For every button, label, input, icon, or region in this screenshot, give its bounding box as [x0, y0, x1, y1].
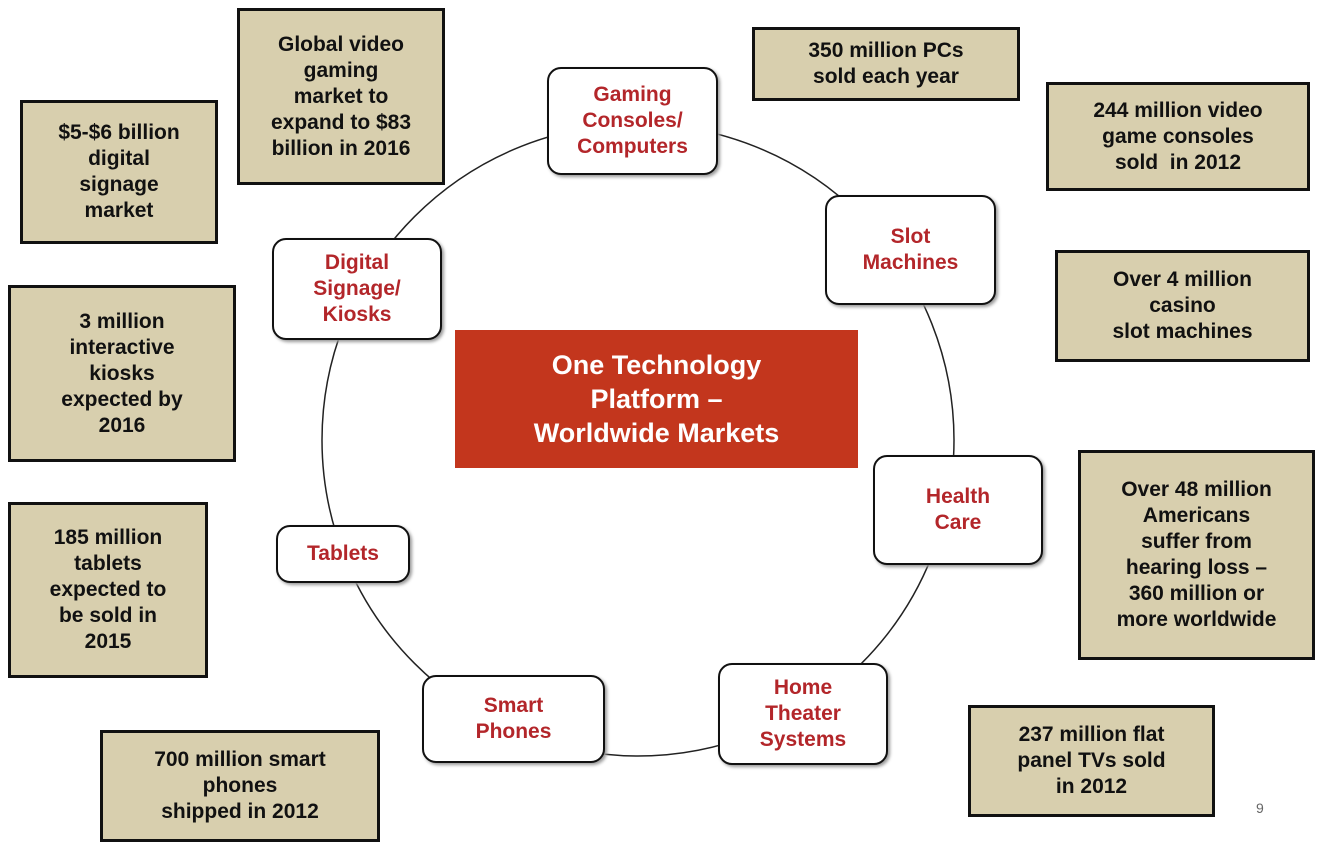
- text-line: Worldwide Markets: [533, 418, 780, 448]
- text-line: slot machines: [1112, 320, 1253, 343]
- text-line: 360 million or: [1128, 582, 1265, 605]
- text-line: Theater: [765, 702, 841, 725]
- text-line: Signage/: [313, 277, 401, 300]
- text-line: panel TVs sold: [1017, 749, 1166, 772]
- market-node: Slot Machines: [825, 195, 996, 305]
- center-box: One Technology Platform – Worldwide Market…: [455, 330, 858, 468]
- text-line: market: [84, 199, 154, 222]
- fact-box: $5-$6 billion digital signage market: [20, 100, 218, 244]
- text-line: expected by: [61, 387, 183, 411]
- text-line: Computers: [577, 135, 688, 158]
- text-line: 700 million smart: [154, 748, 326, 771]
- text-line: One Technology: [551, 350, 762, 380]
- text-line: market to: [293, 84, 389, 108]
- market-node: Digital Signage/Kiosks: [272, 238, 442, 340]
- text-line: expected to: [49, 578, 167, 601]
- fact-box: 185 million tablets expected to be sold in 2…: [8, 502, 208, 678]
- text-line: kiosks: [89, 361, 155, 385]
- text-line: 2015: [84, 630, 132, 653]
- text-line: sold each year: [813, 65, 959, 88]
- text-line: $5-$6 billion: [58, 121, 180, 144]
- market-node: Gaming Consoles/Computers: [547, 67, 718, 175]
- text-line: Over 4 million: [1113, 268, 1252, 291]
- fact-box: Over 4 million casino slot machines: [1055, 250, 1310, 362]
- fact-box: 237 million flat panel TVs sold in 2012: [968, 705, 1215, 817]
- market-node: Tablets: [276, 525, 410, 583]
- text-line: 3 million: [79, 309, 165, 333]
- text-line: Health: [925, 485, 991, 508]
- text-line: Kiosks: [322, 303, 392, 326]
- text-line: 350 million PCs: [808, 39, 964, 62]
- text-line: 2016: [98, 413, 146, 437]
- text-line: 244 million video: [1093, 98, 1263, 122]
- text-line: shipped in 2012: [161, 800, 319, 823]
- text-line: Machines: [862, 251, 959, 274]
- fact-box: 3 million interactive kiosks expected by 201…: [8, 285, 236, 462]
- text-line: hearing loss –: [1125, 556, 1268, 579]
- text-line: signage: [79, 173, 159, 196]
- text-line: 185 million: [53, 526, 163, 549]
- text-line: suffer from: [1141, 530, 1252, 553]
- text-line: be sold in: [58, 604, 157, 627]
- text-line: Consoles/: [582, 109, 683, 132]
- page-number: 9: [1256, 800, 1264, 816]
- text-line: Gaming: [593, 83, 672, 106]
- fact-box: 350 million PCs sold each year: [752, 27, 1020, 101]
- text-line: Americans: [1142, 504, 1251, 527]
- text-line: Home: [773, 676, 833, 699]
- market-node: Smart Phones: [422, 675, 605, 763]
- text-line: Systems: [759, 728, 847, 751]
- text-line: gaming: [303, 58, 379, 82]
- text-line: Over 48 million: [1121, 478, 1272, 501]
- text-line: Platform –: [590, 384, 723, 414]
- text-line: more worldwide: [1116, 608, 1277, 631]
- text-line: Care: [934, 511, 982, 534]
- fact-box: Over 48 million Americans suffer from heari…: [1078, 450, 1315, 660]
- text-line: interactive: [69, 335, 175, 359]
- fact-box: 700 million smart phones shipped in 2012: [100, 730, 380, 842]
- text-line: Slot: [890, 225, 931, 248]
- text-line: billion in 2016: [271, 136, 411, 160]
- text-line: game consoles: [1102, 124, 1254, 148]
- fact-box: 244 million video game consoles sold in 20…: [1046, 82, 1310, 191]
- market-node: Home Theater Systems: [718, 663, 888, 765]
- text-line: tablets: [74, 552, 142, 575]
- fact-box: Global video gaming market to expand to $83…: [237, 8, 445, 185]
- text-line: Phones: [475, 720, 552, 743]
- text-line: in 2012: [1055, 775, 1128, 798]
- text-line: Smart: [483, 694, 544, 717]
- text-line: Global video: [277, 32, 405, 56]
- text-line: digital: [88, 147, 150, 170]
- text-line: 237 million flat: [1018, 723, 1165, 746]
- text-line: phones: [202, 774, 278, 797]
- text-line: Tablets: [307, 542, 379, 565]
- text-line: expand to $83: [270, 110, 412, 134]
- text-line: Digital: [324, 251, 390, 274]
- text-line: casino: [1149, 294, 1216, 317]
- text-line: sold in 2012: [1114, 150, 1242, 174]
- market-node: Health Care: [873, 455, 1043, 565]
